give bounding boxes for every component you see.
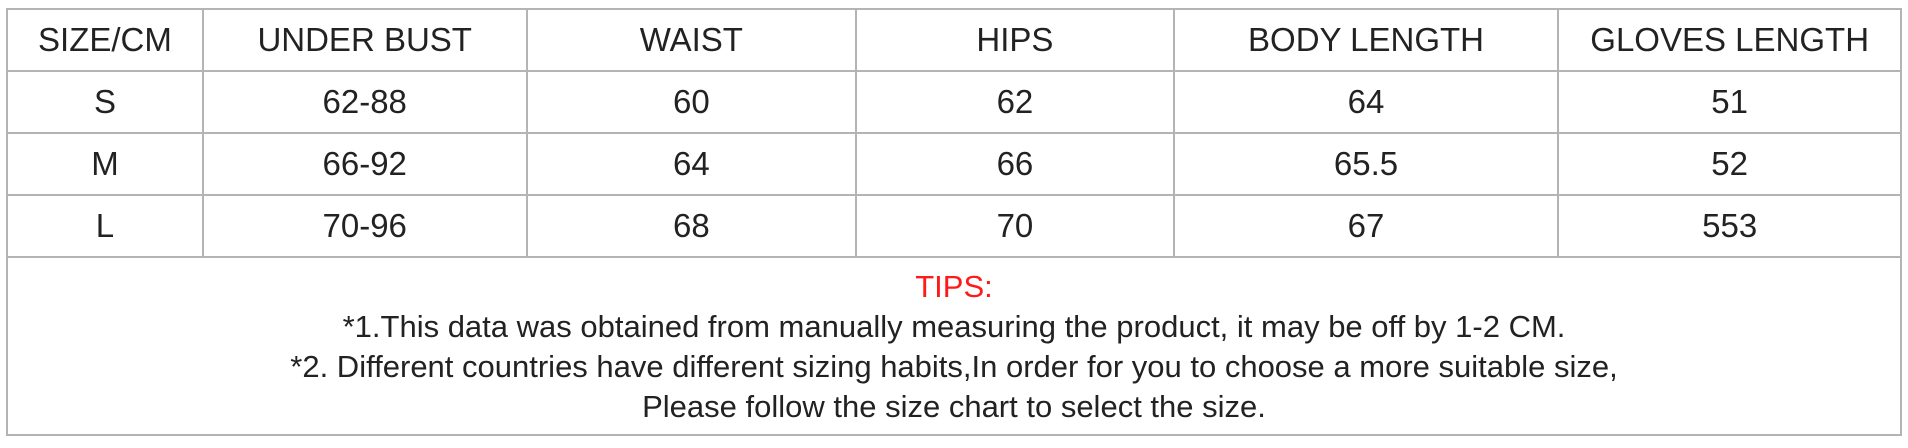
cell: S — [6, 70, 204, 134]
cell: 62 — [855, 70, 1175, 134]
cell: 70 — [855, 194, 1175, 258]
cell: 68 — [525, 194, 858, 258]
cell: 52 — [1557, 132, 1902, 196]
tips-title: TIPS: — [915, 269, 993, 304]
tips-line: Please follow the size chart to select t… — [642, 389, 1266, 424]
header-cell: GLOVES LENGTH — [1557, 8, 1902, 72]
tips-line: *1.This data was obtained from manually … — [342, 309, 1566, 344]
size-chart-table: SIZE/CM UNDER BUST WAIST HIPS BODY LENGT… — [6, 8, 1902, 436]
tips-line: *2. Different countries have different s… — [290, 349, 1618, 384]
cell: 64 — [525, 132, 858, 196]
header-cell: SIZE/CM — [6, 8, 204, 72]
cell: 66-92 — [201, 132, 528, 196]
cell: 51 — [1557, 70, 1902, 134]
header-row: SIZE/CM UNDER BUST WAIST HIPS BODY LENGT… — [6, 8, 1902, 72]
table-row: L 70-96 68 70 67 553 — [6, 194, 1902, 258]
cell: 67 — [1172, 194, 1560, 258]
cell: L — [6, 194, 204, 258]
cell: M — [6, 132, 204, 196]
header-cell: WAIST — [525, 8, 858, 72]
cell: 62-88 — [201, 70, 528, 134]
table-row: M 66-92 64 66 65.5 52 — [6, 132, 1902, 196]
tips-row: TIPS: *1.This data was obtained from man… — [6, 256, 1902, 436]
cell: 70-96 — [201, 194, 528, 258]
cell: 60 — [525, 70, 858, 134]
header-cell: UNDER BUST — [201, 8, 528, 72]
cell: 64 — [1172, 70, 1560, 134]
tips-cell: TIPS: *1.This data was obtained from man… — [6, 256, 1902, 436]
cell: 66 — [855, 132, 1175, 196]
header-cell: HIPS — [855, 8, 1175, 72]
cell: 553 — [1557, 194, 1902, 258]
cell: 65.5 — [1172, 132, 1560, 196]
header-cell: BODY LENGTH — [1172, 8, 1560, 72]
table-row: S 62-88 60 62 64 51 — [6, 70, 1902, 134]
